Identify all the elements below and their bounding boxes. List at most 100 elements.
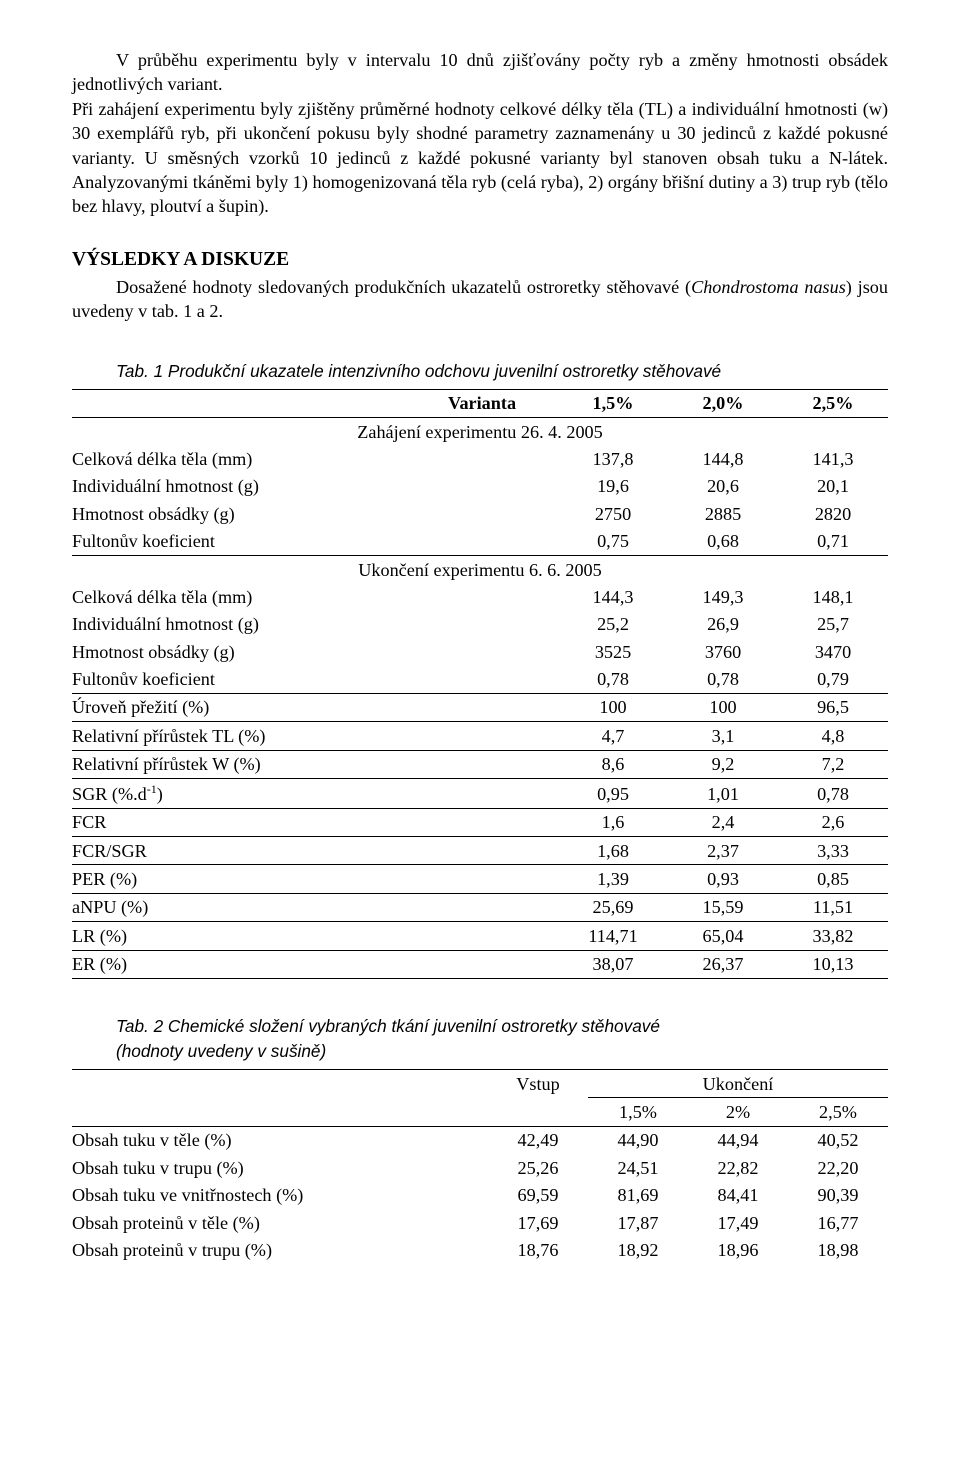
cell-value: 17,87: [588, 1209, 688, 1236]
cell-value: 3,33: [778, 837, 888, 865]
cell-value: 141,3: [778, 445, 888, 472]
cell-value: 0,79: [778, 666, 888, 694]
cell-value: 19,6: [558, 473, 668, 500]
table-row: Individuální hmotnost (g)19,620,620,1: [72, 473, 888, 500]
cell-value: 15,59: [668, 893, 778, 921]
cell-value: 4,8: [778, 722, 888, 750]
cell-value: 2,6: [778, 808, 888, 836]
cell-value: 26,9: [668, 611, 778, 638]
cell-value: 2,37: [668, 837, 778, 865]
cell-value: 40,52: [788, 1126, 888, 1154]
cell-value: 33,82: [778, 922, 888, 950]
table1-col-3: 2,5%: [778, 389, 888, 417]
table-row: Fultonův koeficient0,780,780,79: [72, 666, 888, 694]
row-label: Hmotnost obsádky (g): [72, 500, 558, 527]
row-label: PER (%): [72, 865, 558, 893]
table-row: Relativní přírůstek W (%)8,69,27,2: [72, 750, 888, 778]
table1-caption: Tab. 1 Produkční ukazatele intenzivního …: [116, 360, 888, 383]
cell-value: 144,8: [668, 445, 778, 472]
table2: Vstup Ukončení 1,5% 2% 2,5% Obsah tuku v…: [72, 1069, 888, 1264]
table2-head-vstup: Vstup: [488, 1070, 588, 1098]
results-text-a: Dosažené hodnoty sledovaných produkčních…: [116, 277, 691, 297]
row-label: Celková délka těla (mm): [72, 445, 558, 472]
row-label: LR (%): [72, 922, 558, 950]
cell-value: 114,71: [558, 922, 668, 950]
results-paragraph: Dosažené hodnoty sledovaných produkčních…: [72, 275, 888, 324]
table1-col-1: 1,5%: [558, 389, 668, 417]
table1-header-row: Varianta 1,5% 2,0% 2,5%: [72, 389, 888, 417]
table-row: Obsah tuku ve vnitřnostech (%)69,5981,69…: [72, 1182, 888, 1209]
table-row: Celková délka těla (mm)137,8144,8141,3: [72, 445, 888, 472]
cell-value: 1,39: [558, 865, 668, 893]
table-row: Obsah tuku v trupu (%)25,2624,5122,8222,…: [72, 1154, 888, 1181]
cell-value: 25,7: [778, 611, 888, 638]
table-row: Celková délka těla (mm)144,3149,3148,1: [72, 583, 888, 610]
cell-value: 44,90: [588, 1126, 688, 1154]
cell-value: 90,39: [788, 1182, 888, 1209]
table-row: PER (%)1,390,930,85: [72, 865, 888, 893]
cell-value: 11,51: [778, 893, 888, 921]
row-label: FCR/SGR: [72, 837, 558, 865]
cell-value: 25,2: [558, 611, 668, 638]
row-label: Individuální hmotnost (g): [72, 611, 558, 638]
table-row: Individuální hmotnost (g)25,226,925,7: [72, 611, 888, 638]
table-row: ER (%)38,0726,3710,13: [72, 950, 888, 978]
row-label: Relativní přírůstek TL (%): [72, 722, 558, 750]
table1-header-label: Varianta: [448, 389, 558, 417]
cell-value: 0,71: [778, 528, 888, 556]
cell-value: 2885: [668, 500, 778, 527]
cell-value: 1,01: [668, 779, 778, 808]
cell-value: 22,20: [788, 1154, 888, 1181]
row-label: Individuální hmotnost (g): [72, 473, 558, 500]
cell-value: 42,49: [488, 1126, 588, 1154]
cell-value: 0,78: [558, 666, 668, 694]
cell-value: 3,1: [668, 722, 778, 750]
cell-value: 84,41: [688, 1182, 788, 1209]
row-label: Úroveň přežití (%): [72, 693, 558, 721]
table1-section2-label: Ukončení experimentu 6. 6. 2005: [72, 556, 888, 584]
cell-value: 149,3: [668, 583, 778, 610]
cell-value: 81,69: [588, 1182, 688, 1209]
cell-value: 17,69: [488, 1209, 588, 1236]
row-label: Hmotnost obsádky (g): [72, 638, 558, 665]
cell-value: 8,6: [558, 750, 668, 778]
table-row: Obsah proteinů v těle (%)17,6917,8717,49…: [72, 1209, 888, 1236]
row-label: SGR (%.d-1): [72, 779, 558, 808]
table-row: Relativní přírůstek TL (%)4,73,14,8: [72, 722, 888, 750]
cell-value: 0,85: [778, 865, 888, 893]
cell-value: 0,68: [668, 528, 778, 556]
cell-value: 65,04: [668, 922, 778, 950]
cell-value: 100: [668, 693, 778, 721]
cell-value: 96,5: [778, 693, 888, 721]
cell-value: 25,26: [488, 1154, 588, 1181]
cell-value: 17,49: [688, 1209, 788, 1236]
cell-value: 44,94: [688, 1126, 788, 1154]
table2-header-row2: 1,5% 2% 2,5%: [72, 1098, 888, 1126]
cell-value: 18,96: [688, 1236, 788, 1263]
cell-value: 22,82: [688, 1154, 788, 1181]
row-label: Obsah tuku ve vnitřnostech (%): [72, 1182, 488, 1209]
table2-header-row1: Vstup Ukončení: [72, 1070, 888, 1098]
row-label: Obsah tuku v trupu (%): [72, 1154, 488, 1181]
cell-value: 0,93: [668, 865, 778, 893]
table1-section1-label: Zahájení experimentu 26. 4. 2005: [72, 418, 888, 446]
cell-value: 0,95: [558, 779, 668, 808]
row-label: Fultonův koeficient: [72, 666, 558, 694]
cell-value: 2,4: [668, 808, 778, 836]
intro-paragraph-1: V průběhu experimentu byly v intervalu 1…: [72, 48, 888, 97]
table2-head-ukonceni: Ukončení: [588, 1070, 888, 1098]
row-label: Obsah proteinů v trupu (%): [72, 1236, 488, 1263]
results-heading: VÝSLEDKY A DISKUZE: [72, 247, 888, 273]
table-row: Úroveň přežití (%)10010096,5: [72, 693, 888, 721]
table2-subcaption: (hodnoty uvedeny v sušině): [116, 1040, 888, 1063]
row-label: FCR: [72, 808, 558, 836]
table1: Varianta 1,5% 2,0% 2,5% Zahájení experim…: [72, 389, 888, 979]
cell-value: 3760: [668, 638, 778, 665]
cell-value: 25,69: [558, 893, 668, 921]
cell-value: 26,37: [668, 950, 778, 978]
row-label: Relativní přírůstek W (%): [72, 750, 558, 778]
cell-value: 1,6: [558, 808, 668, 836]
cell-value: 20,6: [668, 473, 778, 500]
cell-value: 38,07: [558, 950, 668, 978]
cell-value: 137,8: [558, 445, 668, 472]
